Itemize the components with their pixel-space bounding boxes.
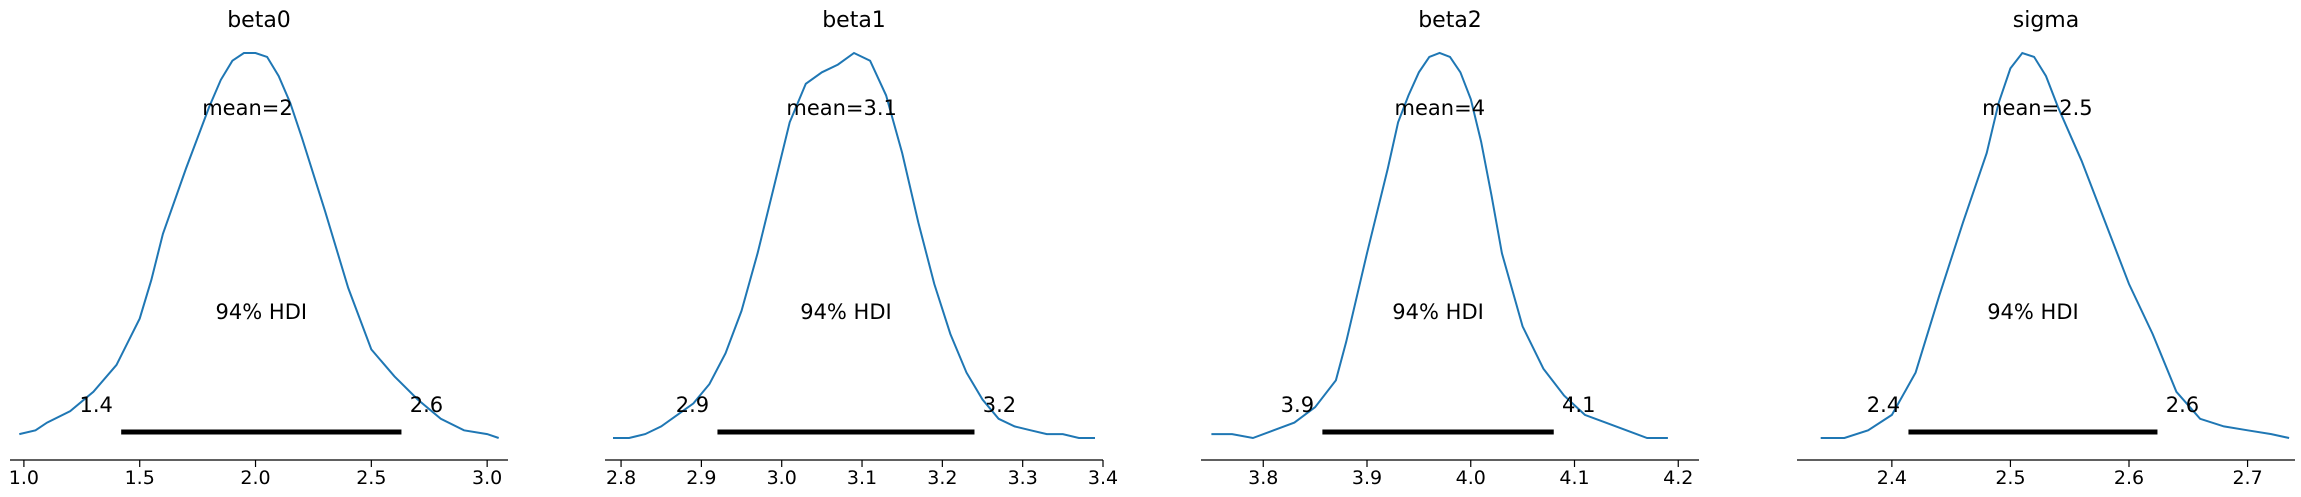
density-curve xyxy=(613,51,1095,439)
panel-title: beta2 xyxy=(1418,8,1482,33)
x-tick-label: 2.5 xyxy=(1995,467,2025,489)
panel-title: beta1 xyxy=(822,8,886,33)
x-tick-label: 2.5 xyxy=(356,467,386,489)
hdi-low-label: 2.9 xyxy=(676,393,709,417)
hdi-low-label: 1.4 xyxy=(79,393,112,417)
hdi-label: 94% HDI xyxy=(1987,300,2079,324)
x-tick-label: 2.0 xyxy=(240,467,270,489)
x-tick-label: 2.8 xyxy=(606,467,636,489)
x-tick-label: 4.0 xyxy=(1456,467,1486,489)
x-tick-label: 3.9 xyxy=(1352,467,1382,489)
hdi-low-label: 2.4 xyxy=(1867,393,1900,417)
panel-title: sigma xyxy=(2013,8,2079,33)
x-tick-label: 3.3 xyxy=(1008,467,1038,489)
hdi-high-label: 4.1 xyxy=(1562,393,1595,417)
x-tick-label: 3.4 xyxy=(1088,467,1118,489)
density-curve xyxy=(1211,51,1668,440)
x-tick-label: 2.4 xyxy=(1877,467,1907,489)
density-curve xyxy=(1820,51,2290,439)
panel-title: beta0 xyxy=(227,8,291,33)
x-tick-label: 2.9 xyxy=(686,467,716,489)
mean-label: mean=2 xyxy=(202,96,293,120)
mean-label: mean=2.5 xyxy=(1982,96,2093,120)
x-tick-label: 4.2 xyxy=(1663,467,1693,489)
x-tick-label: 4.1 xyxy=(1559,467,1589,489)
hdi-label: 94% HDI xyxy=(216,300,308,324)
x-tick-label: 1.0 xyxy=(9,467,39,489)
mean-label: mean=4 xyxy=(1395,96,1486,120)
density-curve xyxy=(19,52,500,439)
x-tick-label: 3.1 xyxy=(847,467,877,489)
hdi-high-label: 3.2 xyxy=(983,393,1016,417)
hdi-label: 94% HDI xyxy=(1392,300,1484,324)
mean-label: mean=3.1 xyxy=(786,96,897,120)
x-tick-label: 1.5 xyxy=(125,467,155,489)
hdi-label: 94% HDI xyxy=(800,300,892,324)
x-tick-label: 2.6 xyxy=(2114,467,2144,489)
x-tick-label: 3.8 xyxy=(1248,467,1278,489)
x-tick-label: 2.7 xyxy=(2232,467,2262,489)
hdi-low-label: 3.9 xyxy=(1281,393,1314,417)
x-tick-label: 3.0 xyxy=(767,467,797,489)
hdi-high-label: 2.6 xyxy=(2166,393,2199,417)
x-tick-label: 3.0 xyxy=(472,467,502,489)
x-tick-label: 3.2 xyxy=(927,467,957,489)
hdi-high-label: 2.6 xyxy=(410,393,443,417)
